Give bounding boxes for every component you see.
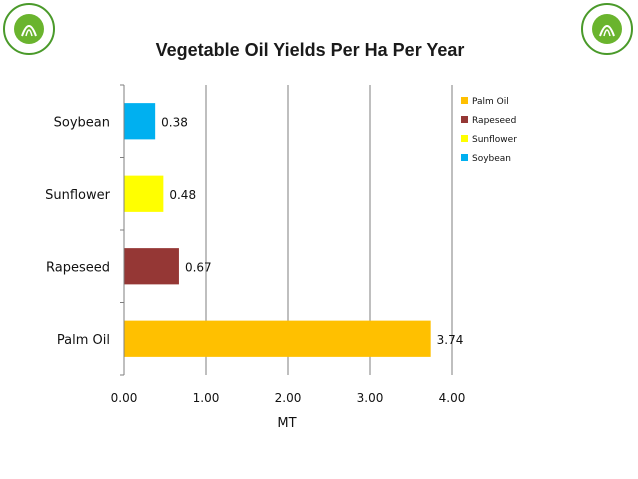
bar-rapeseed	[124, 248, 179, 285]
legend-swatch	[461, 97, 468, 104]
data-label: 0.38	[161, 115, 188, 129]
legend-swatch	[461, 135, 468, 142]
x-tick-label: 4.00	[439, 391, 466, 405]
data-label: 3.74	[437, 333, 464, 347]
x-tick-label: 3.00	[357, 391, 384, 405]
data-label: 0.48	[169, 188, 196, 202]
x-tick-label: 0.00	[111, 391, 138, 405]
x-axis-label: MT	[277, 416, 296, 431]
legend-swatch	[461, 154, 468, 161]
category-label: Sunflower	[45, 188, 111, 203]
bar-soybean	[124, 103, 156, 140]
green-palm-logo-left	[3, 3, 55, 55]
legend-label: Palm Oil	[472, 97, 509, 107]
x-tick-label: 1.00	[193, 391, 220, 405]
x-tick-label: 2.00	[275, 391, 302, 405]
category-label: Rapeseed	[46, 260, 110, 275]
bar-palm-oil	[124, 320, 431, 357]
bar-sunflower	[124, 175, 164, 212]
category-label: Soybean	[54, 115, 110, 130]
legend-label: Rapeseed	[472, 116, 516, 126]
legend-label: Sunflower	[472, 135, 517, 145]
category-label: Palm Oil	[57, 333, 110, 348]
chart-title: Vegetable Oil Yields Per Ha Per Year	[155, 40, 465, 60]
legend-swatch	[461, 116, 468, 123]
data-label: 0.67	[185, 260, 212, 274]
legend-label: Soybean	[472, 154, 511, 164]
green-palm-logo-right	[581, 3, 633, 55]
